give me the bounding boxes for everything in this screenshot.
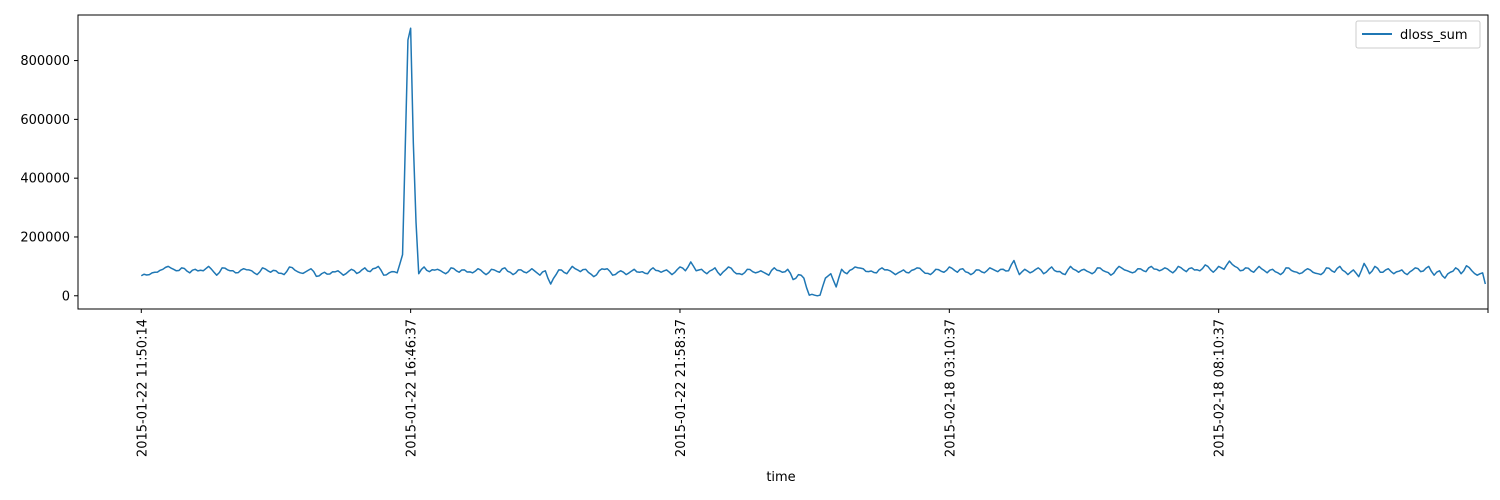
y-tick-label: 600000	[20, 113, 70, 128]
series-line-dloss_sum	[140, 27, 1487, 297]
legend-box	[1355, 20, 1481, 49]
x-tick-label: 2015-01-22 11:50:14	[135, 319, 150, 457]
x-axis-ticks: 2015-01-22 11:50:14 2015-01-22 16:46:37 20…	[135, 309, 1489, 457]
x-tick-label: 2015-02-18 03:10:37	[943, 319, 958, 457]
legend: dloss_sum	[1355, 20, 1481, 49]
plot-lines	[140, 27, 1487, 297]
y-axis-ticks: 0 200000 400000 600000 800000	[20, 54, 78, 304]
y-tick-label: 200000	[20, 230, 70, 245]
axes-frame	[77, 14, 1489, 310]
x-tick-label: 2015-01-22 16:46:37	[405, 319, 420, 457]
y-tick-label: 800000	[20, 54, 70, 69]
y-tick-label: 0	[62, 289, 70, 304]
x-tick-label: 2015-02-18 08:10:37	[1213, 319, 1228, 457]
y-tick-label: 400000	[20, 172, 70, 187]
x-tick-label: 2015-01-22 21:58:37	[674, 319, 689, 457]
legend-label: dloss_sum	[1400, 28, 1468, 43]
x-axis-label: time	[766, 470, 795, 485]
